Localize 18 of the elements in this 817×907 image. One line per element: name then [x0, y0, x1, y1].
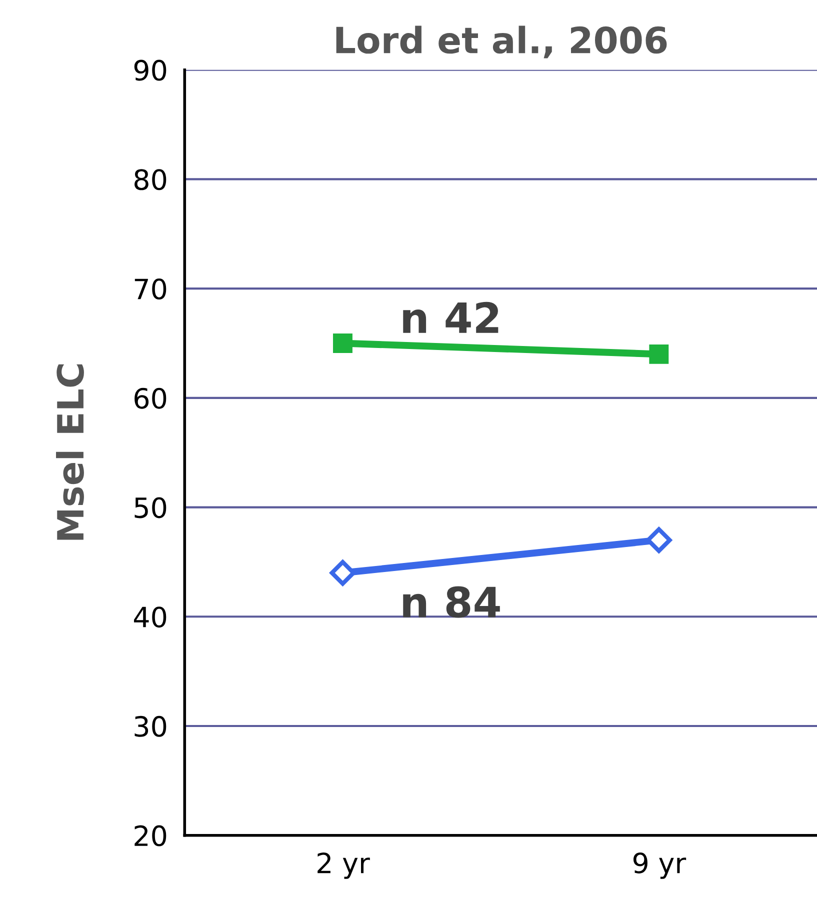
- y-tick-label: 20: [134, 825, 166, 846]
- series-label: n 84: [403, 586, 500, 618]
- y-tick-label: 70: [134, 278, 166, 300]
- point: [649, 344, 669, 364]
- y-tick-label: 30: [134, 716, 166, 737]
- y-tick-label: 60: [134, 388, 166, 409]
- point: [333, 334, 352, 353]
- y-tick-label: 50: [134, 497, 166, 518]
- y-axis-title: Msel ELC: [56, 364, 84, 540]
- series-label: n 42: [403, 302, 498, 333]
- y-tick-label: 40: [134, 606, 166, 628]
- point: [330, 560, 356, 586]
- y-tick-label: 90: [134, 60, 166, 81]
- y-tick-label: 80: [134, 169, 166, 190]
- point: [646, 527, 672, 553]
- x-tick-label: 2 yr: [318, 852, 370, 879]
- x-tick-label: 9 yr: [633, 852, 686, 879]
- chart-title: Lord et al., 2006: [336, 26, 667, 58]
